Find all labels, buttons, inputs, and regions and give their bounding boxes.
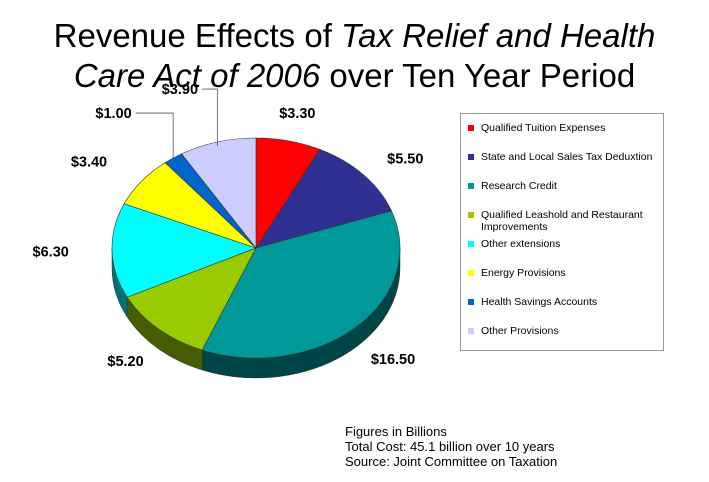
legend-label: Qualified Tuition Expenses <box>481 122 606 134</box>
legend-swatch <box>468 270 474 276</box>
pie-slices <box>111 137 401 359</box>
data-labels: $3.30 $5.50 $16.50 $5.20 $6.30 $3.40 $1.00 $3.9… <box>33 82 424 370</box>
legend-label: Energy Provisions <box>481 267 566 279</box>
leader-line-other-provisions <box>202 88 218 147</box>
note-total-cost: Total Cost: 45.1 billion over 10 years <box>345 439 555 454</box>
data-label-other-extensions: $6.30 <box>33 244 69 260</box>
pie-slice-research-credit <box>201 210 401 359</box>
legend-swatch <box>468 212 474 218</box>
legend-label: Health Savings Accounts <box>481 296 598 308</box>
legend-label: State and Local Sales Tax Deduxtion <box>481 151 653 163</box>
pie-slice-state-and-local-sales-tax-deduxtion <box>255 149 392 249</box>
title-line-2: Care Act of 2006 over Ten Year Period <box>73 57 636 94</box>
legend-swatch <box>468 299 474 305</box>
data-label-other-provisions: $3.90 <box>162 82 198 98</box>
data-label-research-credit: $16.50 <box>371 352 415 368</box>
legend-label: Research Credit <box>481 180 557 192</box>
legend-swatch <box>468 183 474 189</box>
legend-label: Other extensions <box>481 238 561 250</box>
note-units: Figures in Billions <box>345 424 447 439</box>
legend-swatch <box>468 125 474 131</box>
data-label-state-and-local-sales-tax-deduxtion: $5.50 <box>387 152 423 168</box>
label-leader-lines <box>135 88 218 163</box>
legend-swatch <box>468 241 474 247</box>
chart-notes: Figures in Billions Total Cost: 45.1 bil… <box>345 424 557 469</box>
chart-title: Revenue Effects of Tax Relief and Health… <box>0 16 709 96</box>
pie-slice-qualified-leashold-and-restaurant-improvements <box>126 247 257 351</box>
data-label-energy-provisions: $3.40 <box>71 154 107 170</box>
legend-label: Other Provisions <box>481 325 559 337</box>
legend-label: Qualified Leashold and Restaurant Improv… <box>481 209 643 233</box>
data-label-qualified-leashold-and-restaurant-improvements: $5.20 <box>107 354 143 370</box>
leader-line-health-savings-accounts <box>135 112 174 163</box>
title-line-1: Revenue Effects of Tax Relief and Health <box>53 17 656 54</box>
note-source: Source: Joint Committee on Taxation <box>345 454 558 469</box>
pie-slice-other-extensions <box>111 203 257 298</box>
legend: Qualified Tuition Expenses State and Loca… <box>460 113 664 351</box>
data-label-qualified-tuition-expenses: $3.30 <box>279 106 315 122</box>
data-label-health-savings-accounts: $1.00 <box>95 106 131 122</box>
legend-swatch <box>468 154 474 160</box>
legend-swatch <box>468 328 474 334</box>
